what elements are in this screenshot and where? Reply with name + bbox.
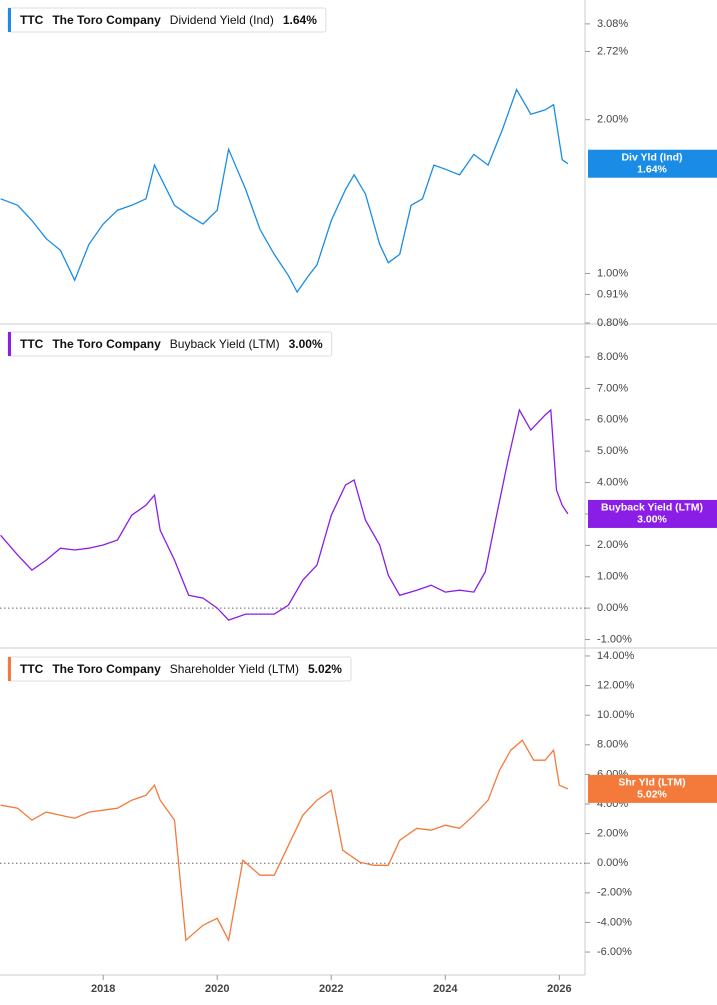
legend-company: The Toro Company <box>52 662 161 676</box>
legend-swatch <box>8 332 11 356</box>
legend-ticker: TTC <box>20 662 44 676</box>
y-tick-label: 0.00% <box>597 857 628 869</box>
series-line <box>0 408 569 621</box>
y-tick-label: 7.00% <box>597 382 628 394</box>
legend-swatch <box>8 657 11 681</box>
series-line <box>0 739 569 943</box>
y-tick-label: 0.80% <box>597 317 628 329</box>
y-tick-label: -6.00% <box>597 946 632 958</box>
y-tick-label: 2.00% <box>597 828 628 840</box>
y-tick-label: 10.00% <box>597 709 635 721</box>
badge-value: 5.02% <box>637 789 667 801</box>
x-tick-label: 2020 <box>205 983 229 995</box>
value-badge <box>588 774 717 803</box>
y-tick-label: 1.00% <box>597 571 628 583</box>
y-tick-label: -1.00% <box>597 633 632 645</box>
legend-ticker: TTC <box>20 13 44 27</box>
y-tick-label: 4.00% <box>597 476 628 488</box>
badge-value: 3.00% <box>637 514 667 526</box>
x-tick-label: 2018 <box>91 983 115 995</box>
y-tick-label: 2.00% <box>597 114 628 126</box>
legend-value: 1.64% <box>283 13 317 27</box>
value-badge <box>588 499 717 528</box>
legend: TTC The Toro Company Dividend Yield (Ind) 1… <box>7 7 327 33</box>
y-tick-label: 2.72% <box>597 45 628 57</box>
x-tick-label: 2026 <box>547 983 571 995</box>
legend-series: Buyback Yield (LTM) <box>170 337 280 351</box>
y-tick-label: 5.00% <box>597 445 628 457</box>
y-tick-label: 0.00% <box>597 602 628 614</box>
y-tick-label: 14.00% <box>597 650 635 662</box>
value-badge <box>588 149 717 178</box>
x-tick-label: 2022 <box>319 983 343 995</box>
legend-series: Dividend Yield (Ind) <box>170 13 274 27</box>
y-tick-label: 8.00% <box>597 351 628 363</box>
y-tick-label: 1.00% <box>597 267 628 279</box>
y-tick-label: 8.00% <box>597 739 628 751</box>
y-tick-label: 3.08% <box>597 18 628 30</box>
legend: TTC The Toro Company Buyback Yield (LTM) 3.… <box>7 331 333 357</box>
y-tick-label: 12.00% <box>597 679 635 691</box>
legend-value: 3.00% <box>289 337 323 351</box>
legend-series: Shareholder Yield (LTM) <box>170 662 299 676</box>
series-line <box>0 88 569 294</box>
y-tick-label: -4.00% <box>597 916 632 928</box>
y-tick-label: 2.00% <box>597 539 628 551</box>
y-tick-label: 0.91% <box>597 288 628 300</box>
y-tick-label: 6.00% <box>597 414 628 426</box>
legend-company: The Toro Company <box>52 337 161 351</box>
legend: TTC The Toro Company Shareholder Yield (LT… <box>7 656 352 682</box>
badge-name: Buyback Yield (LTM) <box>601 502 703 514</box>
legend-ticker: TTC <box>20 337 44 351</box>
badge-name: Div Yld (Ind) <box>621 152 682 164</box>
x-tick-label: 2024 <box>433 983 458 995</box>
badge-value: 1.64% <box>637 164 667 176</box>
badge-name: Shr Yld (LTM) <box>618 777 685 789</box>
legend-swatch <box>8 8 11 32</box>
legend-value: 5.02% <box>308 662 342 676</box>
y-tick-label: -2.00% <box>597 887 632 899</box>
legend-company: The Toro Company <box>52 13 161 27</box>
